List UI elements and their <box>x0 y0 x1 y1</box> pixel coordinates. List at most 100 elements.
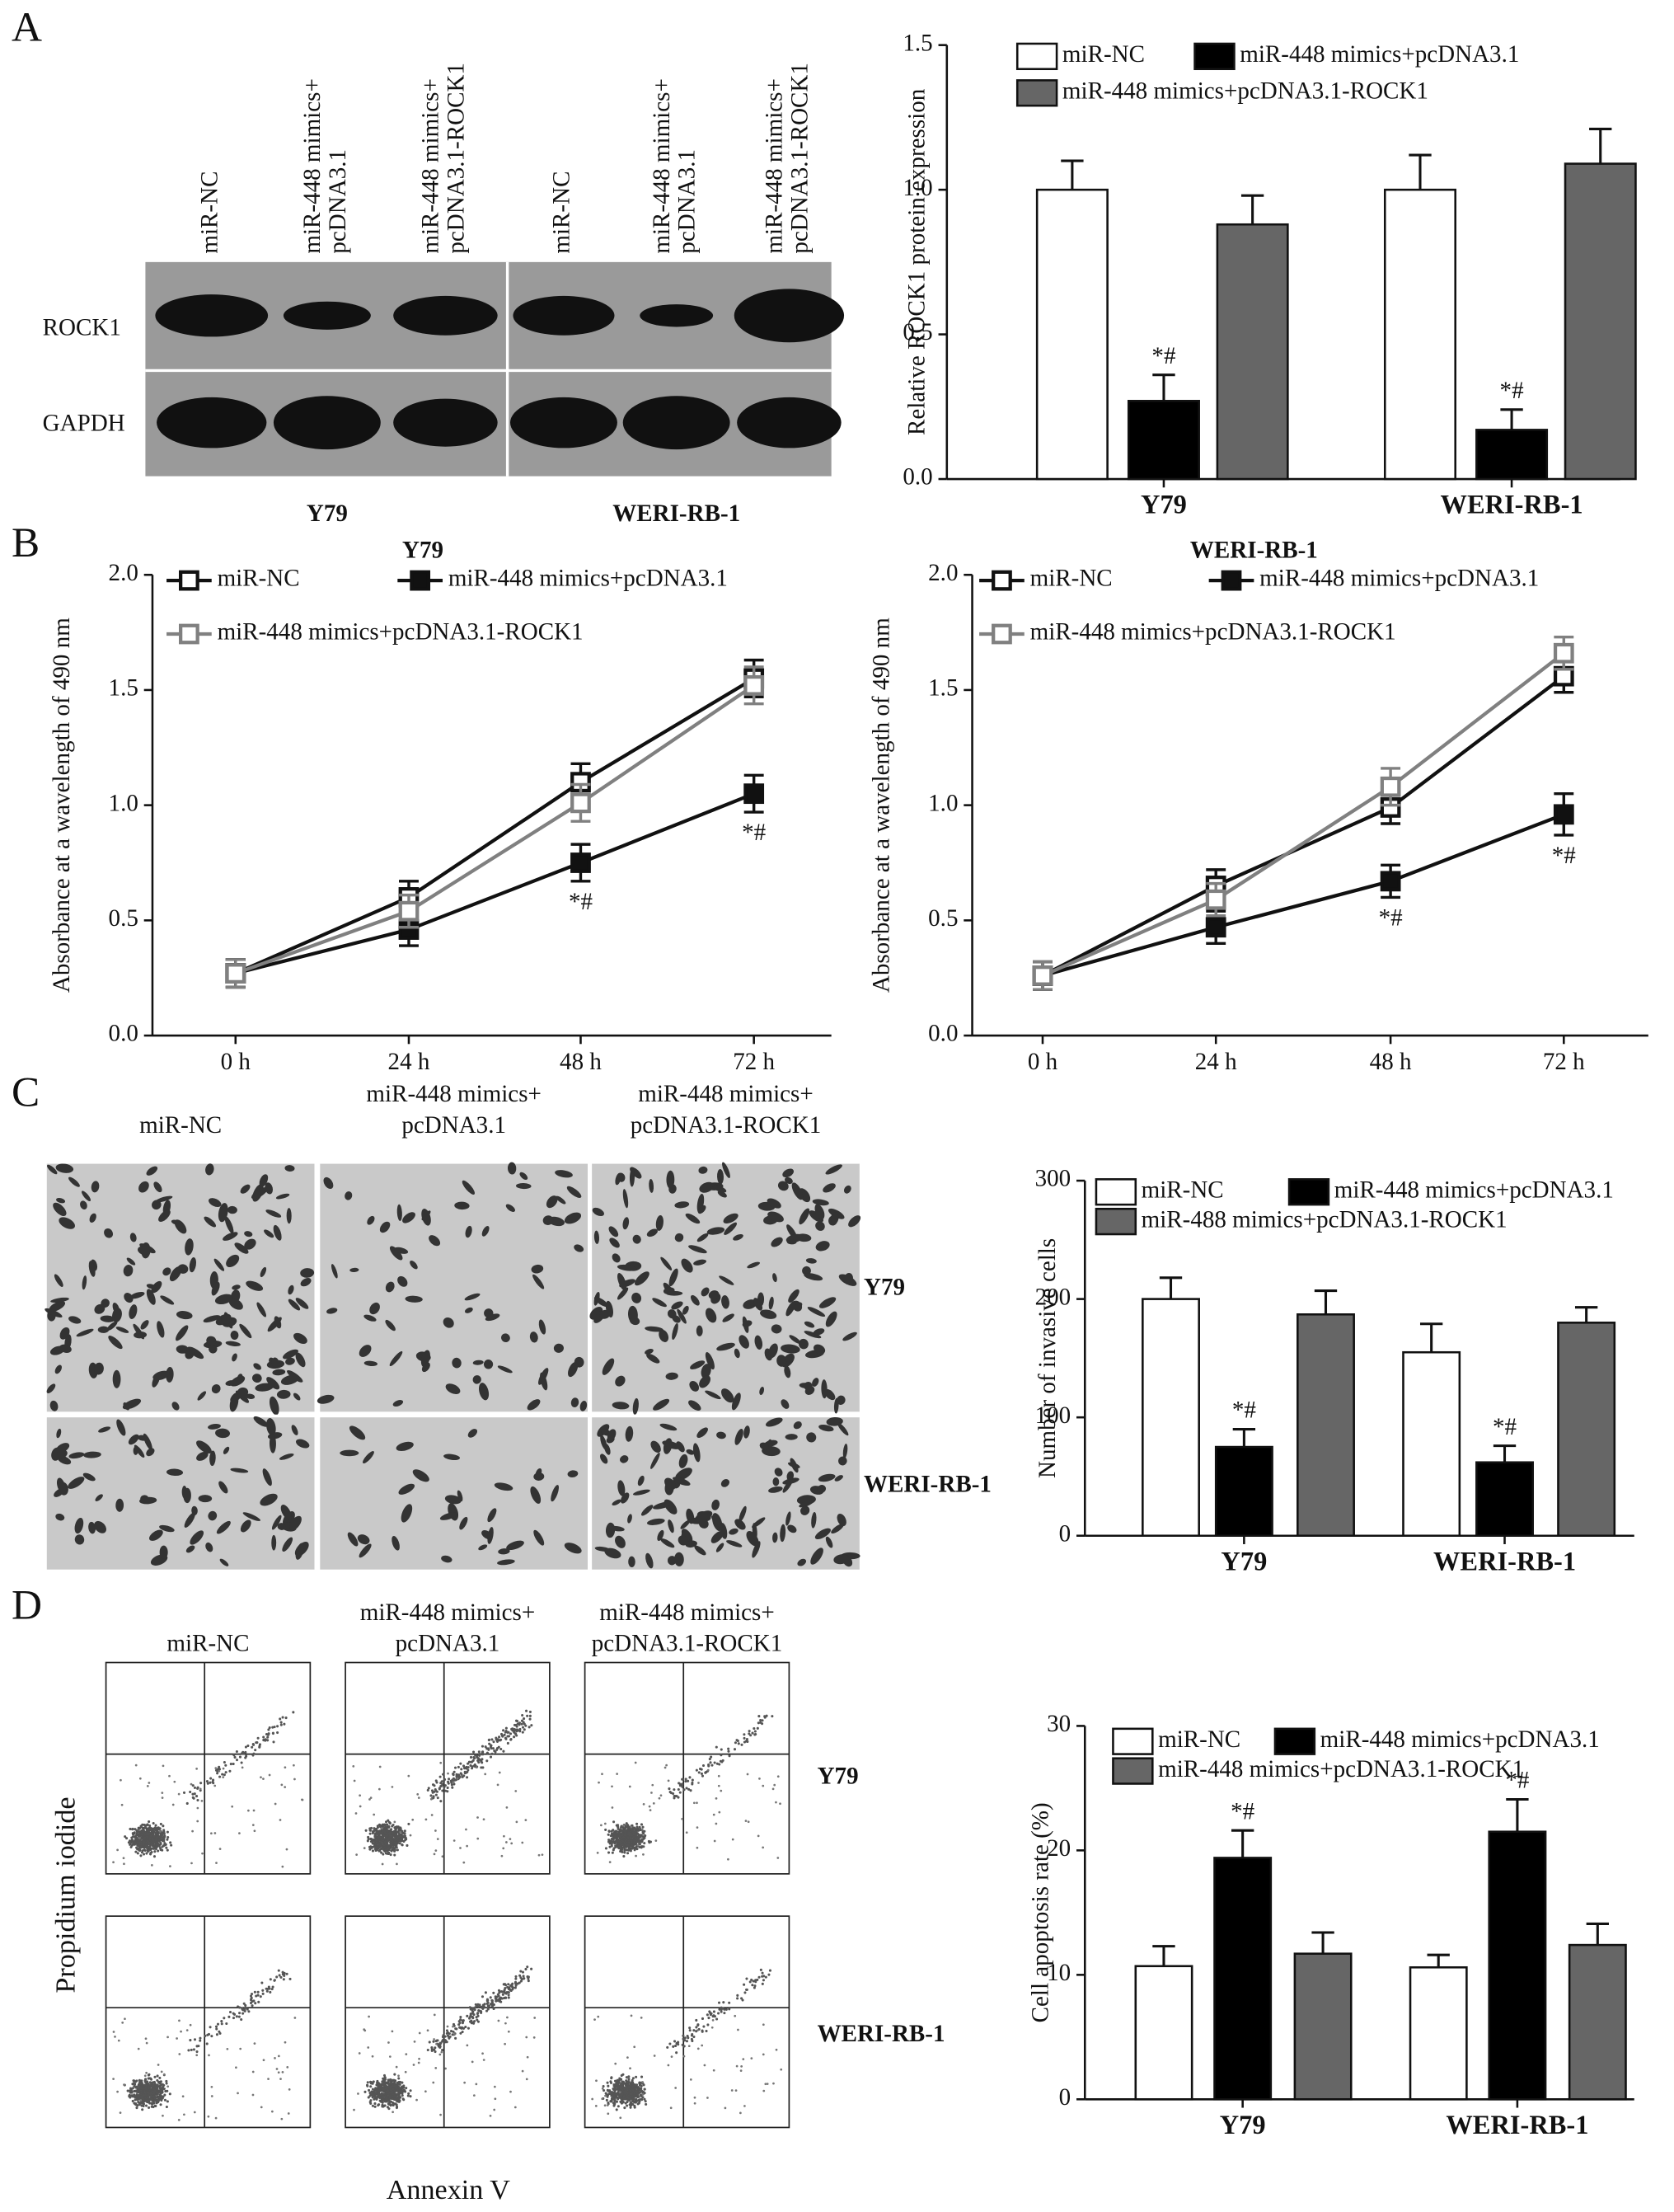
event <box>623 1834 626 1837</box>
cell <box>631 1292 642 1303</box>
event <box>603 2089 606 2092</box>
cell <box>668 1268 678 1287</box>
event <box>235 1759 239 1762</box>
event <box>604 2094 607 2097</box>
event <box>715 1762 719 1765</box>
cell <box>804 1331 822 1339</box>
event <box>363 2028 366 2031</box>
event <box>625 2079 628 2083</box>
event <box>485 1747 489 1750</box>
cell <box>599 1454 608 1464</box>
event <box>168 1774 171 1778</box>
cell <box>157 1321 165 1338</box>
event <box>384 1849 387 1853</box>
event <box>228 1769 232 1773</box>
event <box>504 1737 508 1740</box>
event <box>607 2093 610 2097</box>
event <box>746 1740 749 1743</box>
event <box>711 2018 715 2022</box>
cell <box>734 1348 740 1359</box>
cell <box>151 1280 162 1294</box>
cell <box>45 1308 63 1318</box>
event <box>241 2012 245 2015</box>
event <box>759 1968 762 1971</box>
cell <box>282 1537 293 1552</box>
event <box>159 1847 162 1850</box>
cell <box>481 1225 490 1237</box>
event <box>761 1982 764 1985</box>
event <box>706 1768 710 1772</box>
y-axis-title: Absorbance at a wavelength of 490 nm <box>869 618 895 993</box>
event <box>616 1838 619 1841</box>
event <box>247 1809 250 1812</box>
event <box>691 2033 694 2036</box>
event <box>477 1750 481 1754</box>
event <box>428 2041 431 2044</box>
event <box>713 1761 716 1764</box>
cell <box>760 1309 777 1319</box>
event <box>636 1840 640 1843</box>
event <box>125 1837 129 1840</box>
event <box>482 2005 485 2008</box>
event <box>521 1726 525 1729</box>
cell <box>478 1383 490 1401</box>
event <box>687 1787 691 1791</box>
event <box>617 1842 620 1845</box>
cell <box>457 1490 463 1502</box>
event <box>235 2015 238 2018</box>
event <box>382 1853 385 1856</box>
event <box>380 1851 383 1854</box>
event <box>617 1832 621 1835</box>
event <box>169 1841 172 1844</box>
event <box>392 2111 394 2114</box>
event <box>165 2079 168 2083</box>
event <box>454 2036 457 2040</box>
cell <box>134 1444 145 1458</box>
event <box>651 1783 654 1787</box>
cell <box>602 1358 615 1375</box>
cell <box>701 1287 710 1297</box>
cell <box>276 1389 291 1399</box>
event <box>237 2092 239 2095</box>
event <box>460 1768 463 1771</box>
event <box>143 2087 146 2090</box>
event <box>259 1995 262 1998</box>
event <box>757 1834 760 1838</box>
event <box>717 1774 720 1778</box>
event <box>706 2023 710 2026</box>
x-tick-label: WERI-RB-1 <box>1441 491 1583 520</box>
cell <box>645 1552 654 1569</box>
event <box>238 2012 241 2015</box>
event <box>195 2045 199 2048</box>
event <box>192 2048 195 2051</box>
event <box>504 1992 508 1995</box>
legend-label: miR-NC <box>218 566 300 592</box>
cell <box>363 1314 377 1322</box>
y-tick-label: 1.5 <box>109 675 138 702</box>
blot-band <box>734 289 845 343</box>
cell <box>729 1528 739 1535</box>
event <box>369 2081 373 2084</box>
lane-label: pcDNA3.1-ROCK1 <box>443 63 469 254</box>
event <box>397 2074 400 2078</box>
event <box>668 1787 671 1791</box>
cell <box>97 1326 110 1333</box>
event <box>623 2106 626 2110</box>
cell <box>138 1181 149 1193</box>
cell <box>788 1289 799 1303</box>
event <box>524 1819 528 1821</box>
cell <box>538 1368 549 1385</box>
event <box>681 1782 684 1786</box>
event <box>627 2081 631 2084</box>
event <box>481 1750 484 1754</box>
column-label: pcDNA3.1 <box>401 1112 506 1139</box>
event <box>591 2097 594 2101</box>
event <box>720 1748 723 1751</box>
event <box>138 1777 142 1780</box>
event <box>471 2012 474 2015</box>
cell <box>271 1515 282 1530</box>
event <box>284 1717 288 1720</box>
event <box>157 2064 160 2066</box>
event <box>196 1787 199 1790</box>
cell <box>300 1278 312 1287</box>
